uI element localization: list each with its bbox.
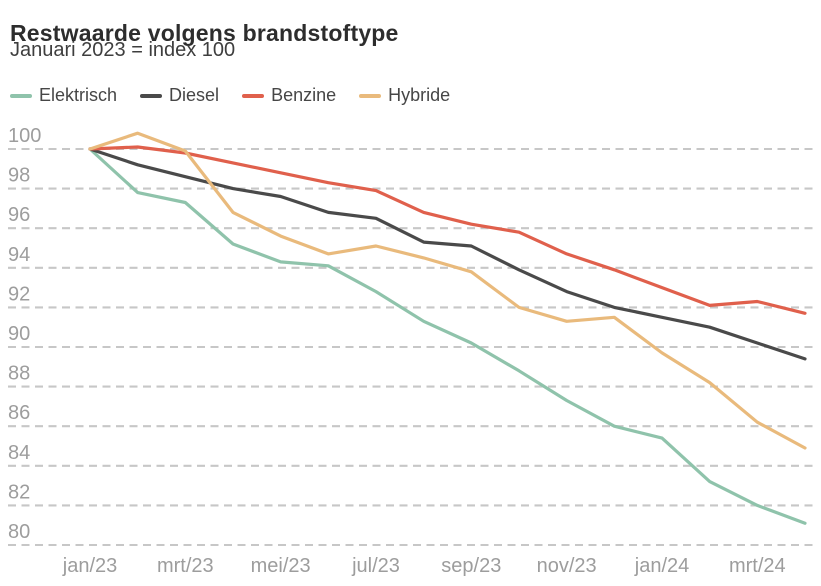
gridlines [8, 147, 818, 547]
series-lines [88, 131, 807, 525]
y-tick-92: 92 [8, 283, 30, 305]
legend-item-elektrisch[interactable]: Elektrisch [10, 85, 117, 106]
y-tick-88: 88 [8, 363, 30, 385]
legend-label: Elektrisch [39, 85, 118, 105]
chart-title: Restwaarde volgens brandstoftype [10, 20, 399, 47]
legend-item-diesel[interactable]: Diesel [140, 85, 219, 106]
x-tick-jul-23: jul/23 [351, 555, 400, 577]
y-tick-82: 82 [8, 481, 30, 503]
legend-item-benzine[interactable]: Benzine [242, 85, 336, 106]
chart-subtitle: Januari 2023 = index 100 [10, 39, 236, 61]
legend-swatch-elektrisch [10, 93, 32, 98]
y-tick-100: 100 [8, 125, 41, 147]
legend: Elektrisch Diesel Benzine Hybride [10, 85, 450, 106]
x-axis-labels: jan/23 mrt/23 mei/23 jul/23 sep/23 nov/23 jan/… [62, 555, 786, 577]
series-line-diesel [88, 147, 807, 361]
y-tick-80: 80 [8, 521, 30, 543]
legend-label: Benzine [271, 85, 337, 105]
y-tick-98: 98 [8, 165, 30, 187]
y-tick-86: 86 [8, 402, 30, 424]
series-line-hybride [88, 131, 807, 450]
legend-swatch-diesel [140, 93, 163, 98]
legend-label: Hybride [388, 85, 451, 105]
x-tick-mrt-23: mrt/23 [157, 555, 214, 577]
x-tick-sep-23: sep/23 [441, 555, 501, 577]
legend-swatch-hybride [359, 93, 382, 98]
series-line-benzine [88, 145, 807, 315]
x-tick-jan-24: jan/24 [634, 555, 690, 577]
y-tick-90: 90 [8, 323, 30, 345]
x-tick-mrt-24: mrt/24 [729, 555, 786, 577]
series-line-elektrisch [88, 147, 807, 525]
legend-item-hybride[interactable]: Hybride [359, 85, 450, 106]
y-axis-labels: 100 98 96 94 92 90 88 86 84 82 80 [8, 125, 41, 543]
y-tick-94: 94 [8, 244, 30, 266]
x-tick-jan-23: jan/23 [62, 555, 118, 577]
legend-swatch-benzine [242, 93, 265, 98]
x-tick-mei-23: mei/23 [251, 555, 311, 577]
y-tick-96: 96 [8, 204, 30, 226]
legend-label: Diesel [169, 85, 220, 105]
x-tick-nov-23: nov/23 [537, 555, 597, 577]
y-tick-84: 84 [8, 442, 30, 464]
